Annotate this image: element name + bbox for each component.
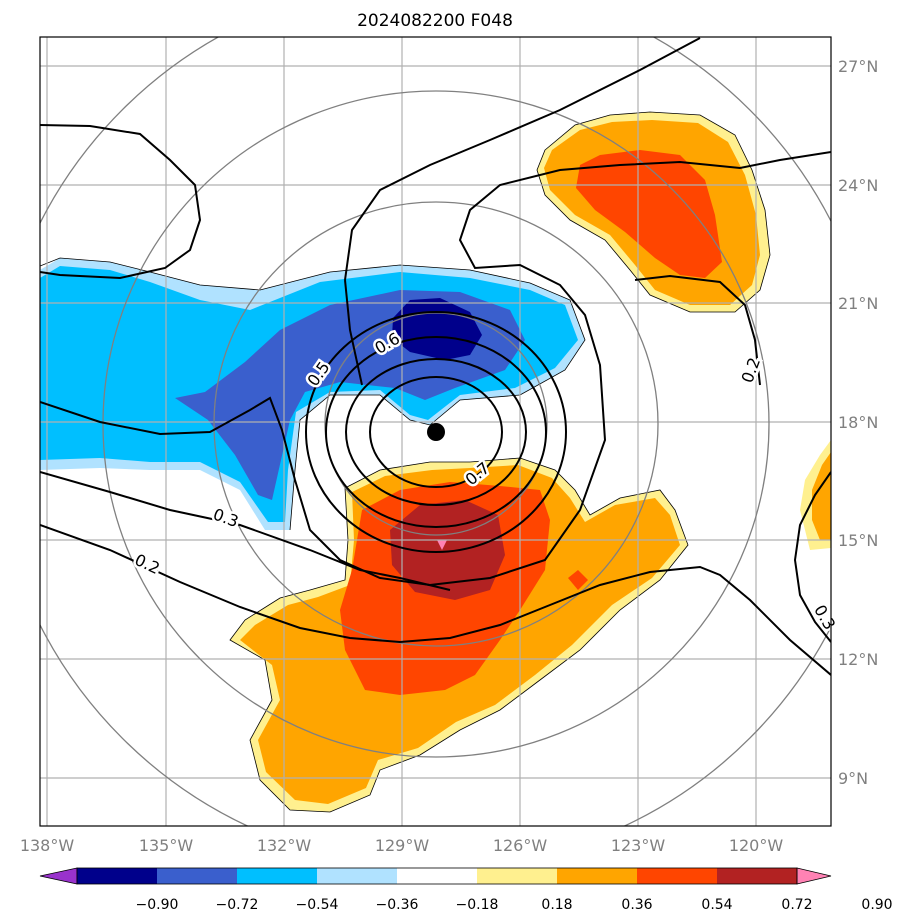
colorbar-segment <box>717 868 797 884</box>
colorbar-tick-label: −0.90 <box>136 897 179 913</box>
colorbar-segment <box>77 868 157 884</box>
lat-tick-labels: 27°N 24°N 21°N 18°N 15°N 12°N 9°N <box>838 57 878 788</box>
fill-orange-east <box>812 452 831 540</box>
colorbar-extend-min <box>39 867 78 885</box>
colorbar: −0.90 −0.72 −0.54 −0.36 −0.18 0.18 0.36 0.54 0.7… <box>39 867 893 913</box>
colorbar-segment <box>397 868 477 884</box>
colorbar-segment <box>637 868 717 884</box>
fill-orangered-ne <box>576 150 722 278</box>
chart-title: 2024082200 F048 <box>357 11 513 31</box>
boundary-outline-ne <box>536 111 771 313</box>
colorbar-outline <box>76 867 798 885</box>
colorbar-tick-label: 0.18 <box>541 897 572 913</box>
colorbar-extend-max <box>796 867 832 885</box>
colorbar-tick-label: −0.72 <box>216 897 259 913</box>
lon-tick: 126°W <box>493 836 548 855</box>
lon-tick-labels: 138°W 135°W 132°W 129°W 126°W 123°W 120°… <box>20 836 784 855</box>
lat-tick: 21°N <box>838 294 878 313</box>
colorbar-segment <box>157 868 237 884</box>
lat-tick: 12°N <box>838 650 878 669</box>
boundary-outline-south <box>229 457 689 813</box>
lat-tick: 15°N <box>838 531 878 550</box>
colorbar-tick-label: −0.18 <box>456 897 499 913</box>
colorbar-segment <box>317 868 397 884</box>
colorbar-tick-label: 0.90 <box>861 897 892 913</box>
boundary-outline-blue <box>40 257 586 531</box>
lon-tick: 129°W <box>375 836 430 855</box>
map-frame <box>39 36 832 827</box>
lat-tick: 24°N <box>838 176 878 195</box>
lat-tick: 9°N <box>838 769 868 788</box>
fill-orangered-dot <box>568 570 588 590</box>
fill-pink <box>437 540 447 550</box>
lon-tick: 132°W <box>257 836 312 855</box>
lon-tick: 120°W <box>729 836 784 855</box>
storm-center-marker <box>427 423 445 441</box>
colorbar-segment <box>557 868 637 884</box>
colorbar-segment <box>237 868 317 884</box>
colorbar-segment <box>477 868 557 884</box>
lat-tick: 27°N <box>838 57 878 76</box>
lon-tick: 135°W <box>139 836 194 855</box>
lon-tick: 123°W <box>611 836 666 855</box>
lon-tick: 138°W <box>20 836 75 855</box>
colorbar-tick-label: −0.36 <box>376 897 419 913</box>
contour-lines <box>40 37 831 676</box>
map-content <box>40 37 831 826</box>
colorbar-tick-label: 0.72 <box>781 897 812 913</box>
lat-tick: 18°N <box>838 413 878 432</box>
colorbar-tick-label: 0.54 <box>701 897 732 913</box>
colorbar-tick-label: 0.36 <box>621 897 652 913</box>
colorbar-tick-label: −0.54 <box>296 897 339 913</box>
